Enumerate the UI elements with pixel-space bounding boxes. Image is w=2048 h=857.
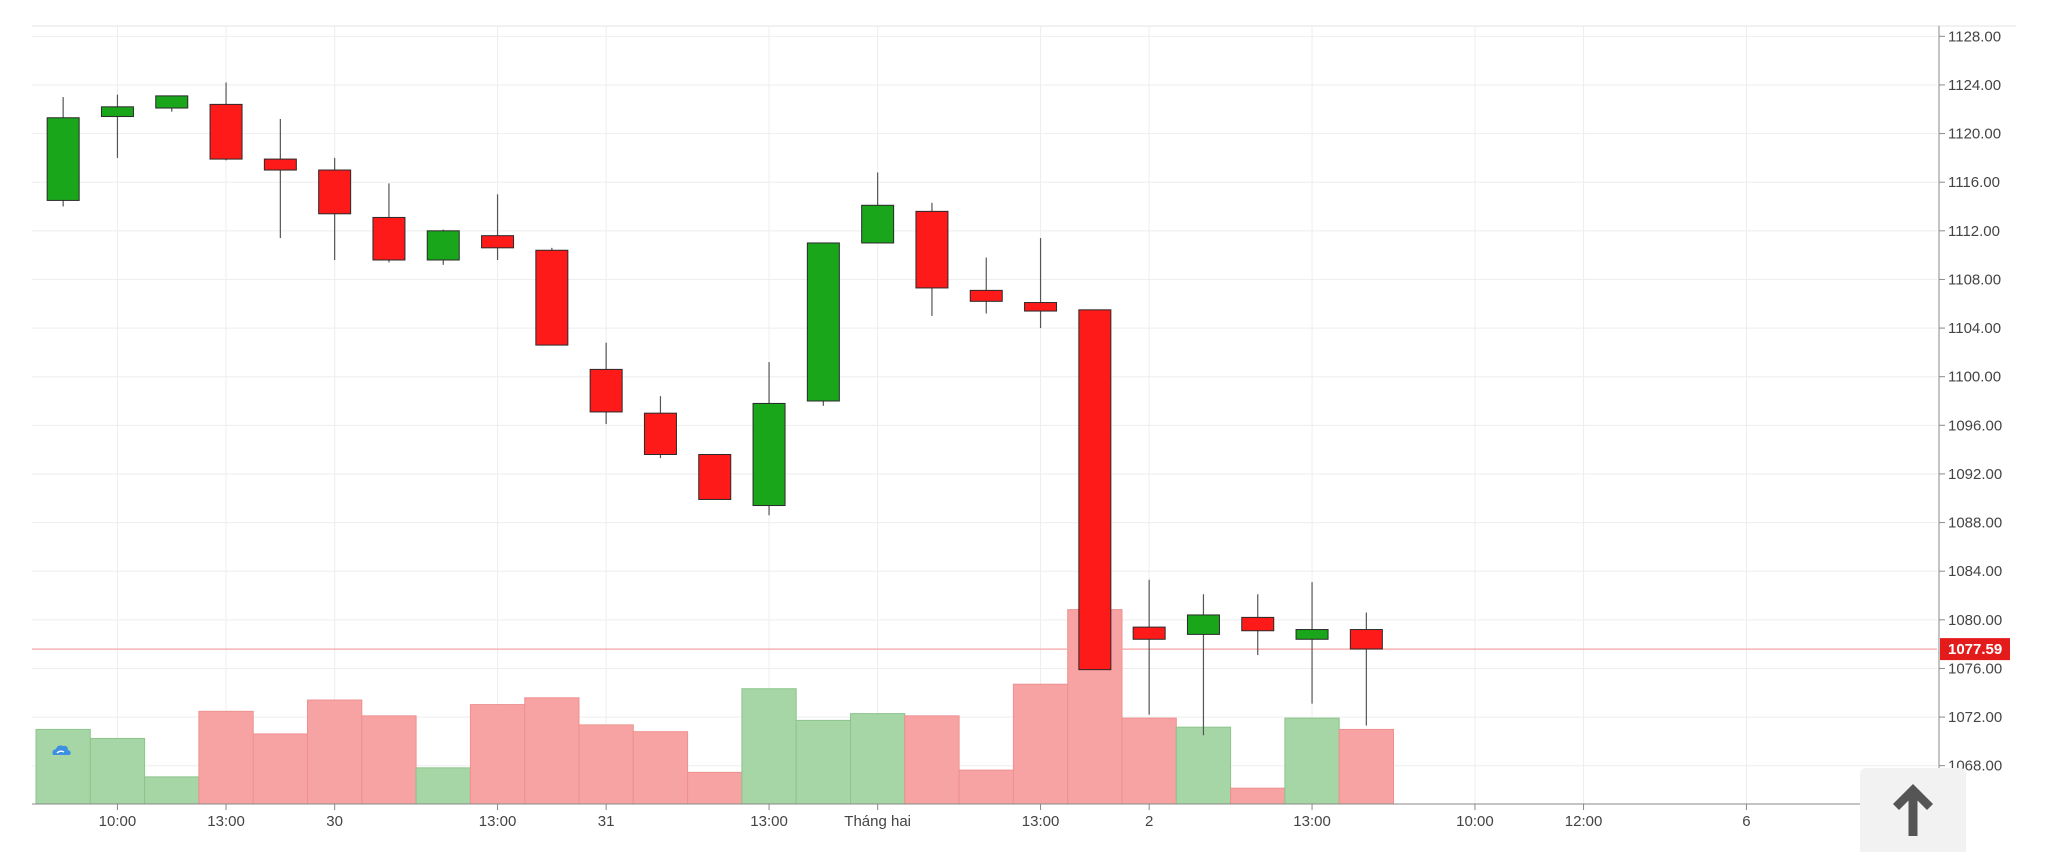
volume-bar [524,697,580,805]
volume-bar [741,688,797,805]
candle-body [752,402,786,507]
candle-body [915,210,949,289]
candle-body [1186,614,1220,635]
volume-bar [361,715,417,805]
candle-body [426,230,460,261]
candle-body [861,204,895,244]
volume-bar [198,710,254,805]
candle-body [535,249,569,346]
volume-bar [850,713,906,805]
y-tick-label: 1092.00 [1948,466,2002,483]
volume-bar [1121,717,1177,805]
candle-body [372,216,406,261]
volume-bar [1230,787,1286,805]
x-tick-label: 30 [326,813,343,830]
volume-bar [578,724,634,805]
candle-body [318,169,352,215]
y-tick-label: 1088.00 [1948,515,2002,532]
candle-body [969,289,1003,302]
candle-body [643,412,677,455]
candle-body [1132,626,1166,640]
y-tick-label: 1112.00 [1948,223,2000,240]
candle-body [46,117,80,201]
y-tick-label: 1104.00 [1948,320,2001,337]
x-tick-label: 13:00 [1022,813,1060,830]
volume-bar [904,715,960,805]
candle-body [1349,629,1383,650]
scroll-to-latest-button[interactable] [1860,768,1966,852]
x-tick-label: 13:00 [1293,813,1331,830]
x-tick-label: 12:00 [1565,813,1603,830]
x-tick-label: 10:00 [99,813,137,830]
x-tick-label: 10:00 [1456,813,1494,830]
candle-body [100,106,134,118]
volume-bar [307,699,363,805]
candle-body [209,103,243,160]
cloud-logo-icon [52,745,71,755]
volume-bar [632,731,689,805]
volume-bar [252,733,308,805]
volume-bars [35,609,1394,805]
y-tick-label: 1096.00 [1948,417,2002,434]
candle-body [481,235,515,249]
candle-body [1024,302,1058,312]
y-tick-label: 1100.00 [1948,369,2001,386]
volume-bar [144,776,200,805]
x-tick-label: 2 [1145,813,1153,830]
volume-bar [35,728,91,805]
y-tick-label: 1124.00 [1948,77,2001,94]
volume-bar [958,769,1014,805]
y-tick-label: 1120.00 [1948,126,2001,143]
volume-bar [1338,728,1394,805]
candle-body [1241,616,1275,632]
candles [46,82,1383,736]
x-tick-label: 6 [1742,813,1750,830]
candle-body [263,158,297,171]
candle-body [1295,629,1329,640]
x-tick-label: 13:00 [750,813,788,830]
x-tick-label: Tháng hai [844,813,911,830]
y-tick-label: 1080.00 [1948,612,2002,629]
x-tick-label: 13:00 [479,813,517,830]
arrow-up-icon [1893,784,1933,836]
candle-body [698,453,732,500]
y-tick-label: 1108.00 [1948,271,2001,288]
candle-body [1078,309,1112,671]
x-tick-label: 31 [598,813,615,830]
last-price-label: 1077.59 [1948,641,2002,658]
volume-bar [1012,683,1069,805]
volume-bar [415,767,471,805]
y-tick-label: 1128.00 [1948,28,2001,45]
volume-bar [1175,726,1232,805]
candle-body [155,95,189,109]
volume-bar [687,771,743,805]
candle-body [806,242,840,402]
volume-bar [795,719,852,805]
last-price-badge: 1077.59 [1940,638,2010,661]
volume-bar [469,704,526,805]
y-tick-label: 1072.00 [1948,709,2002,726]
volume-bar [89,737,146,805]
y-axis: 1128.00 1124.00 1120.00 1116.00 1112.00 1108.… [1939,28,2002,775]
y-tick-label: 1116.00 [1948,174,2000,191]
y-tick-label: 1084.00 [1948,563,2002,580]
grid [32,26,1937,804]
x-axis: 10:00 13:00 30 13:00 31 13:00 Tháng hai 13:00 2 1… [99,804,1751,830]
x-tick-label: 13:00 [207,813,245,830]
volume-bar [1284,717,1340,805]
candle-body [589,368,623,413]
y-tick-label: 1076.00 [1948,660,2002,677]
